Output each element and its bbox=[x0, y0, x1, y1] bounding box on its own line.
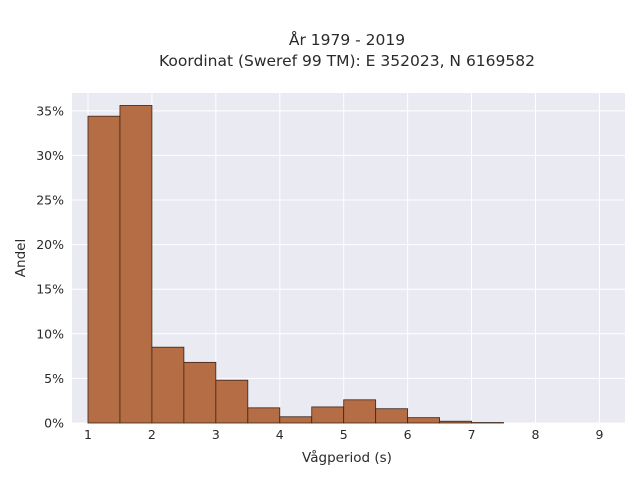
y-tick-label: 15% bbox=[36, 282, 64, 297]
histogram-bar bbox=[215, 379, 249, 424]
y-tick-label: 10% bbox=[36, 326, 64, 341]
histogram-bar bbox=[311, 406, 345, 424]
x-tick-label: 3 bbox=[212, 427, 220, 442]
histogram-bar bbox=[279, 416, 313, 424]
x-tick-label: 2 bbox=[148, 427, 156, 442]
x-axis-label: Vågperiod (s) bbox=[302, 449, 392, 466]
x-tick-label: 5 bbox=[340, 427, 348, 442]
histogram-bars bbox=[87, 105, 504, 424]
y-axis-label: Andel bbox=[13, 239, 29, 277]
y-tick-label: 5% bbox=[44, 371, 64, 386]
histogram-bar bbox=[247, 407, 281, 424]
histogram-bar bbox=[119, 105, 153, 424]
histogram-bar bbox=[375, 408, 409, 424]
histogram-bar bbox=[87, 115, 121, 424]
y-tick-label: 30% bbox=[36, 148, 64, 163]
x-tick-label: 8 bbox=[532, 427, 540, 442]
chart-title-line2: Koordinat (Sweref 99 TM): E 352023, N 61… bbox=[159, 52, 535, 70]
histogram-bar bbox=[183, 361, 217, 424]
y-tick-label: 35% bbox=[36, 103, 64, 118]
x-tick-label: 1 bbox=[84, 427, 92, 442]
y-tick-label: 25% bbox=[36, 193, 64, 208]
x-tick-label: 9 bbox=[595, 427, 603, 442]
y-tick-label: 0% bbox=[44, 416, 64, 431]
histogram-bar bbox=[407, 417, 441, 424]
y-tick-label: 20% bbox=[36, 237, 64, 252]
histogram-bar bbox=[151, 346, 185, 424]
chart-title-line1: År 1979 - 2019 bbox=[289, 30, 405, 49]
histogram-bar bbox=[343, 399, 377, 424]
y-axis-ticks: 0% 5% 10% 15% 20% 25% 30% 35% bbox=[36, 103, 64, 430]
x-tick-label: 4 bbox=[276, 427, 284, 442]
x-tick-label: 6 bbox=[404, 427, 412, 442]
histogram-bar bbox=[439, 420, 472, 424]
x-tick-label: 7 bbox=[468, 427, 476, 442]
x-axis-ticks: 1 2 3 4 5 6 7 8 9 bbox=[84, 427, 603, 442]
